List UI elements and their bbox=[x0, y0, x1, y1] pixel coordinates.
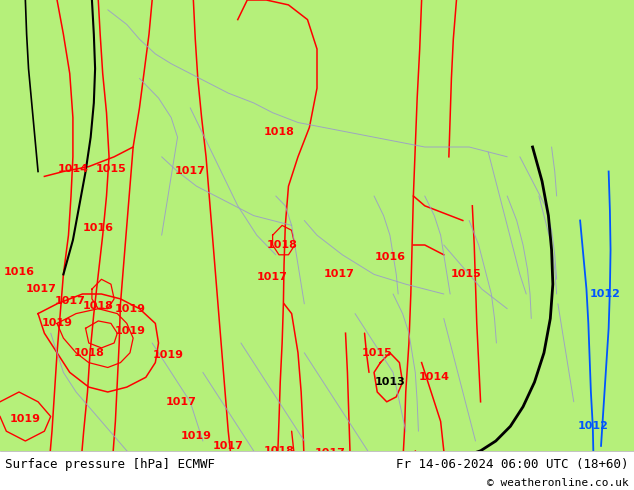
Text: 1016: 1016 bbox=[308, 473, 339, 483]
Text: 1014: 1014 bbox=[387, 466, 418, 475]
Text: 1018: 1018 bbox=[264, 446, 294, 456]
Text: 1016: 1016 bbox=[242, 473, 272, 483]
Text: 1016: 1016 bbox=[4, 267, 34, 277]
Text: 1017: 1017 bbox=[165, 397, 196, 407]
Text: 1019: 1019 bbox=[115, 326, 145, 336]
Text: 1019: 1019 bbox=[181, 431, 212, 441]
Text: 1016: 1016 bbox=[83, 223, 113, 233]
Text: 1018: 1018 bbox=[83, 301, 113, 311]
Text: 1017: 1017 bbox=[257, 272, 288, 282]
Text: 1017: 1017 bbox=[324, 270, 354, 279]
Text: 1017: 1017 bbox=[55, 296, 85, 306]
Text: 1017: 1017 bbox=[175, 167, 205, 176]
Text: 1017: 1017 bbox=[26, 284, 56, 294]
Text: 1015: 1015 bbox=[451, 270, 481, 279]
Text: 1019: 1019 bbox=[10, 414, 41, 424]
Text: 1013: 1013 bbox=[375, 377, 405, 387]
Text: 1019: 1019 bbox=[153, 350, 183, 360]
FancyBboxPatch shape bbox=[0, 451, 634, 490]
Text: Fr 14-06-2024 06:00 UTC (18+60): Fr 14-06-2024 06:00 UTC (18+60) bbox=[396, 458, 629, 471]
Text: 1014: 1014 bbox=[419, 372, 450, 382]
Text: 1018: 1018 bbox=[267, 240, 297, 250]
Text: 1012: 1012 bbox=[578, 421, 608, 431]
Text: 1016: 1016 bbox=[375, 252, 405, 262]
Text: 1019: 1019 bbox=[42, 318, 72, 328]
Text: 1015: 1015 bbox=[362, 348, 392, 358]
Text: 1015: 1015 bbox=[96, 164, 126, 174]
Text: 1014: 1014 bbox=[58, 164, 88, 174]
Text: 1017: 1017 bbox=[314, 448, 345, 458]
Text: 1019: 1019 bbox=[115, 304, 145, 314]
Text: 1018: 1018 bbox=[264, 127, 294, 137]
Text: 1018: 1018 bbox=[74, 348, 104, 358]
Text: © weatheronline.co.uk: © weatheronline.co.uk bbox=[487, 478, 629, 488]
Text: 1011: 1011 bbox=[603, 473, 633, 483]
Text: Surface pressure [hPa] ECMWF: Surface pressure [hPa] ECMWF bbox=[5, 458, 215, 471]
Text: 1017: 1017 bbox=[213, 441, 243, 451]
Text: 1012: 1012 bbox=[590, 289, 621, 299]
